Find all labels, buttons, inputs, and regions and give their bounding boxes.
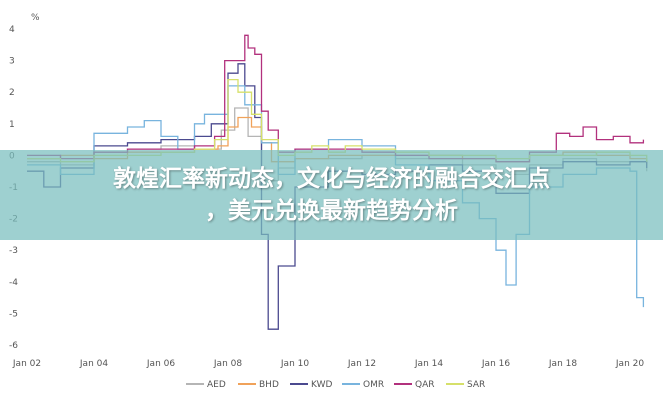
y-tick-label: -4 <box>9 278 18 288</box>
y-tick-label: 4 <box>9 25 15 35</box>
y-tick-label: 1 <box>9 120 15 130</box>
x-tick-label: Jan 14 <box>414 359 443 369</box>
legend-label-kwd: KWD <box>311 380 332 390</box>
y-tick-label: 3 <box>9 57 15 67</box>
x-tick-label: Jan 18 <box>548 359 577 369</box>
series-line-qar <box>27 34 645 163</box>
banner-line-1: 敦煌汇率新动态，文化与经济的融合交汇点 <box>113 166 550 192</box>
title-banner: 敦煌汇率新动态，文化与经济的融合交汇点 ，美元兑换最新趋势分析 <box>0 150 663 240</box>
x-tick-label: Jan 12 <box>347 359 376 369</box>
legend-label-bhd: BHD <box>259 380 279 390</box>
legend-label-qar: QAR <box>415 380 435 390</box>
legend-label-sar: SAR <box>467 380 485 390</box>
legend-label-aed: AED <box>207 380 226 390</box>
x-tick-label: Jan 08 <box>213 359 242 369</box>
x-tick-label: Jan 20 <box>615 359 644 369</box>
x-tick-label: Jan 02 <box>12 359 41 369</box>
y-axis-label: % <box>31 13 40 23</box>
legend-label-omr: OMR <box>363 380 384 390</box>
x-tick-label: Jan 16 <box>481 359 510 369</box>
x-tick-label: Jan 10 <box>280 359 309 369</box>
y-tick-label: -5 <box>9 309 18 319</box>
banner-line-2: ，美元兑换最新趋势分析 <box>205 198 458 224</box>
x-tick-label: Jan 04 <box>79 359 108 369</box>
y-tick-label: 2 <box>9 88 15 98</box>
y-tick-label: -6 <box>9 341 18 351</box>
y-tick-label: -3 <box>9 246 18 256</box>
x-tick-label: Jan 06 <box>146 359 175 369</box>
